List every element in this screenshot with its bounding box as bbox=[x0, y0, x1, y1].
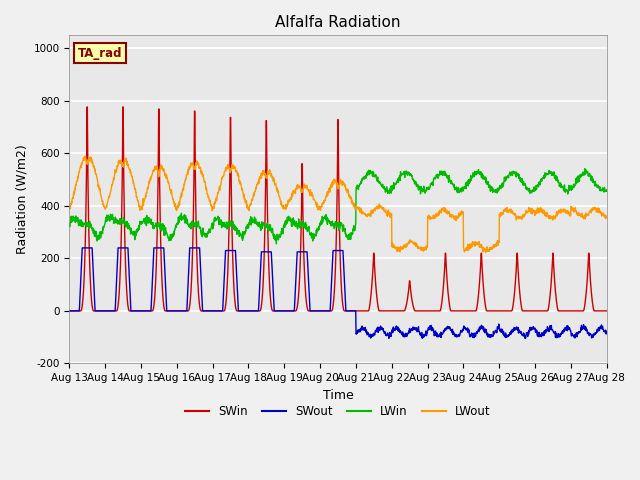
SWout bbox=[267, 249, 275, 255]
SWin bbox=[180, 308, 188, 314]
LWout bbox=[285, 197, 292, 203]
LWout bbox=[97, 191, 104, 197]
LWout bbox=[482, 250, 490, 255]
SWin bbox=[285, 308, 292, 314]
SWout bbox=[521, 336, 529, 341]
LWin bbox=[96, 229, 104, 235]
Line: SWout: SWout bbox=[69, 248, 607, 338]
LWout bbox=[180, 182, 188, 188]
LWin bbox=[273, 241, 280, 247]
Title: Alfalfa Radiation: Alfalfa Radiation bbox=[275, 15, 401, 30]
SWin bbox=[288, 308, 296, 314]
X-axis label: Time: Time bbox=[323, 389, 353, 402]
LWin bbox=[581, 166, 589, 171]
Y-axis label: Radiation (W/m2): Radiation (W/m2) bbox=[15, 144, 28, 254]
SWin bbox=[267, 298, 275, 303]
SWin bbox=[433, 308, 440, 314]
SWout bbox=[433, 331, 440, 337]
LWin bbox=[285, 218, 292, 224]
LWout bbox=[65, 205, 73, 211]
LWin bbox=[180, 214, 188, 220]
LWin bbox=[266, 222, 274, 228]
SWout bbox=[288, 308, 296, 314]
LWin bbox=[288, 223, 296, 229]
Line: LWout: LWout bbox=[69, 156, 607, 252]
SWin bbox=[65, 308, 73, 314]
LWout bbox=[81, 154, 88, 159]
LWin bbox=[433, 172, 440, 178]
SWout bbox=[97, 308, 104, 314]
LWout bbox=[603, 214, 611, 219]
SWin bbox=[603, 308, 611, 314]
SWin bbox=[97, 308, 104, 314]
SWout bbox=[285, 308, 292, 314]
LWout bbox=[433, 212, 440, 217]
LWin bbox=[603, 188, 611, 194]
Legend: SWin, SWout, LWin, LWout: SWin, SWout, LWin, LWout bbox=[180, 401, 495, 423]
Line: LWin: LWin bbox=[69, 168, 607, 244]
SWout bbox=[79, 245, 86, 251]
LWin bbox=[65, 221, 73, 227]
SWout bbox=[65, 308, 73, 314]
Text: TA_rad: TA_rad bbox=[77, 47, 122, 60]
LWout bbox=[267, 173, 275, 179]
Line: SWin: SWin bbox=[69, 107, 607, 311]
SWout bbox=[603, 331, 611, 336]
SWin bbox=[83, 104, 91, 110]
SWout bbox=[180, 308, 188, 314]
LWout bbox=[288, 194, 296, 200]
